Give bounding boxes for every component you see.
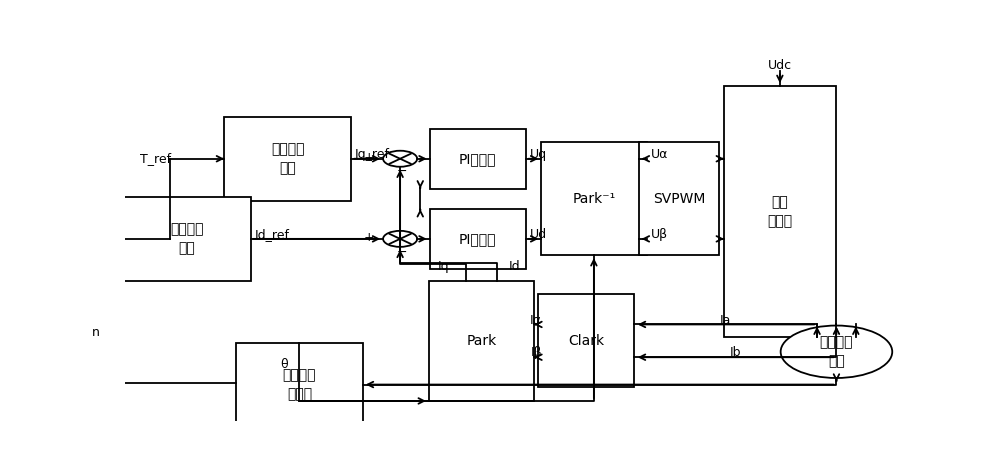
Text: Uq: Uq xyxy=(530,148,547,161)
FancyBboxPatch shape xyxy=(224,117,351,201)
Text: Uβ: Uβ xyxy=(650,228,668,241)
Text: Iq_ref: Iq_ref xyxy=(355,148,390,161)
Text: 三相
逆变器: 三相 逆变器 xyxy=(767,195,792,228)
FancyBboxPatch shape xyxy=(430,209,526,269)
Text: PI调节器: PI调节器 xyxy=(459,152,496,166)
Text: +: + xyxy=(364,151,374,164)
Text: T_ref: T_ref xyxy=(140,152,172,165)
Text: Udc: Udc xyxy=(768,60,792,72)
Text: Park⁻¹: Park⁻¹ xyxy=(572,192,616,206)
Text: SVPWM: SVPWM xyxy=(653,192,705,206)
Text: Clark: Clark xyxy=(568,334,604,348)
Circle shape xyxy=(383,151,417,167)
Text: 转速与位
置检测: 转速与位 置检测 xyxy=(283,368,316,401)
Text: n: n xyxy=(92,326,100,339)
FancyBboxPatch shape xyxy=(724,86,836,337)
Text: Ib: Ib xyxy=(730,346,741,359)
Text: +: + xyxy=(364,231,374,244)
Text: θ: θ xyxy=(280,358,288,371)
Text: PI调节器: PI调节器 xyxy=(459,232,496,246)
Text: Id: Id xyxy=(509,260,520,272)
Text: 二维插值
查表: 二维插值 查表 xyxy=(170,223,204,255)
FancyBboxPatch shape xyxy=(538,294,634,387)
Text: Ia: Ia xyxy=(720,314,731,326)
Text: −: − xyxy=(397,245,408,258)
FancyBboxPatch shape xyxy=(639,142,719,255)
Text: Id_ref: Id_ref xyxy=(254,228,289,241)
Circle shape xyxy=(383,231,417,247)
Text: 永磁同步
电机: 永磁同步 电机 xyxy=(820,335,853,368)
Text: 二维插值
查表: 二维插值 查表 xyxy=(271,142,304,175)
FancyBboxPatch shape xyxy=(236,342,363,427)
FancyBboxPatch shape xyxy=(123,197,251,281)
FancyBboxPatch shape xyxy=(429,281,534,401)
Text: Uα: Uα xyxy=(650,148,668,161)
FancyBboxPatch shape xyxy=(430,129,526,189)
FancyBboxPatch shape xyxy=(541,142,647,255)
Text: Ud: Ud xyxy=(530,228,547,241)
Text: −: − xyxy=(397,166,408,178)
Text: Iβ: Iβ xyxy=(530,346,542,359)
Text: Park: Park xyxy=(466,334,497,348)
Text: Iq: Iq xyxy=(437,260,449,272)
Circle shape xyxy=(781,325,892,378)
Text: Iα: Iα xyxy=(530,314,542,326)
